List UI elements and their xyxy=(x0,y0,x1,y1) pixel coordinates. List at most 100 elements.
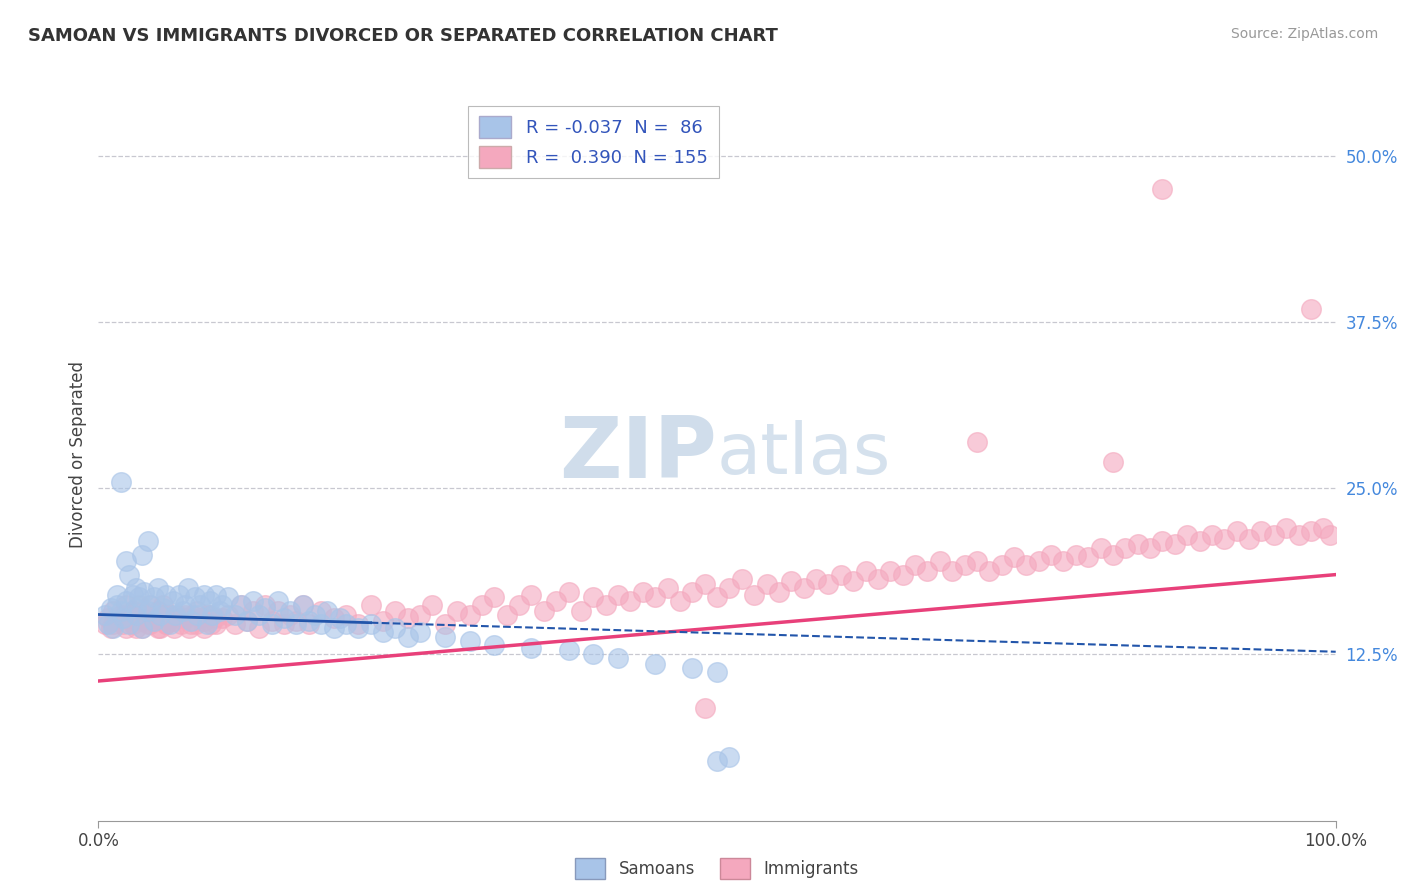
Point xyxy=(285,614,308,628)
Point xyxy=(557,585,579,599)
Point xyxy=(879,564,901,578)
Point xyxy=(159,611,181,625)
Point xyxy=(131,621,153,635)
Point xyxy=(124,621,146,635)
Point xyxy=(162,594,184,608)
Point xyxy=(112,611,135,625)
Point xyxy=(718,581,741,595)
Point xyxy=(631,585,654,599)
Point xyxy=(322,621,344,635)
Point xyxy=(112,616,135,631)
Point xyxy=(855,564,877,578)
Point xyxy=(136,616,159,631)
Point xyxy=(165,607,187,622)
Point xyxy=(146,581,169,595)
Point xyxy=(1064,548,1087,562)
Point xyxy=(254,600,277,615)
Point xyxy=(110,607,132,622)
Point xyxy=(285,616,308,631)
Point xyxy=(941,564,963,578)
Point xyxy=(693,577,716,591)
Point xyxy=(1226,524,1249,538)
Point xyxy=(174,598,197,612)
Point xyxy=(105,614,128,628)
Point xyxy=(316,603,339,617)
Point xyxy=(167,611,190,625)
Point xyxy=(278,607,301,622)
Point xyxy=(990,558,1012,573)
Point xyxy=(681,661,703,675)
Point xyxy=(347,621,370,635)
Point xyxy=(181,607,204,622)
Point xyxy=(134,607,156,622)
Point xyxy=(143,611,166,625)
Point xyxy=(155,616,177,631)
Point xyxy=(718,749,741,764)
Point xyxy=(103,616,125,631)
Point xyxy=(136,603,159,617)
Point xyxy=(114,621,136,635)
Point xyxy=(97,611,120,625)
Legend: Samoans, Immigrants: Samoans, Immigrants xyxy=(569,852,865,886)
Point xyxy=(139,598,162,612)
Point xyxy=(546,594,568,608)
Point xyxy=(1114,541,1136,555)
Point xyxy=(217,607,239,622)
Point xyxy=(533,603,555,617)
Point xyxy=(278,603,301,617)
Text: atlas: atlas xyxy=(717,420,891,490)
Point xyxy=(371,614,394,628)
Point xyxy=(669,594,692,608)
Point xyxy=(953,558,976,573)
Point xyxy=(1102,454,1125,468)
Point xyxy=(607,651,630,665)
Point xyxy=(329,611,352,625)
Point xyxy=(105,588,128,602)
Point xyxy=(122,603,145,617)
Point xyxy=(1299,524,1322,538)
Point xyxy=(198,607,221,622)
Point xyxy=(247,621,270,635)
Point xyxy=(335,607,357,622)
Point xyxy=(176,581,198,595)
Point xyxy=(582,591,605,605)
Point xyxy=(149,621,172,635)
Point xyxy=(582,648,605,662)
Point xyxy=(422,598,444,612)
Point xyxy=(198,594,221,608)
Point xyxy=(118,607,141,622)
Text: Source: ZipAtlas.com: Source: ZipAtlas.com xyxy=(1230,27,1378,41)
Point xyxy=(273,611,295,625)
Point xyxy=(1152,182,1174,196)
Point xyxy=(124,607,146,622)
Point xyxy=(200,616,222,631)
Point xyxy=(1201,527,1223,541)
Point xyxy=(229,598,252,612)
Point xyxy=(131,621,153,635)
Point xyxy=(149,607,172,622)
Point xyxy=(1188,534,1211,549)
Point xyxy=(458,607,481,622)
Point xyxy=(193,621,215,635)
Point xyxy=(205,616,228,631)
Point xyxy=(1213,532,1236,546)
Point xyxy=(242,603,264,617)
Point xyxy=(186,616,208,631)
Point xyxy=(124,600,146,615)
Point xyxy=(143,591,166,605)
Point xyxy=(188,598,211,612)
Point xyxy=(110,475,132,489)
Point xyxy=(1263,527,1285,541)
Point xyxy=(242,594,264,608)
Point xyxy=(163,621,186,635)
Point xyxy=(184,591,207,605)
Point xyxy=(484,638,506,652)
Point xyxy=(409,624,432,639)
Point xyxy=(384,603,406,617)
Point xyxy=(229,598,252,612)
Point xyxy=(131,614,153,628)
Point xyxy=(360,598,382,612)
Point xyxy=(110,603,132,617)
Point xyxy=(103,621,125,635)
Point xyxy=(159,616,181,631)
